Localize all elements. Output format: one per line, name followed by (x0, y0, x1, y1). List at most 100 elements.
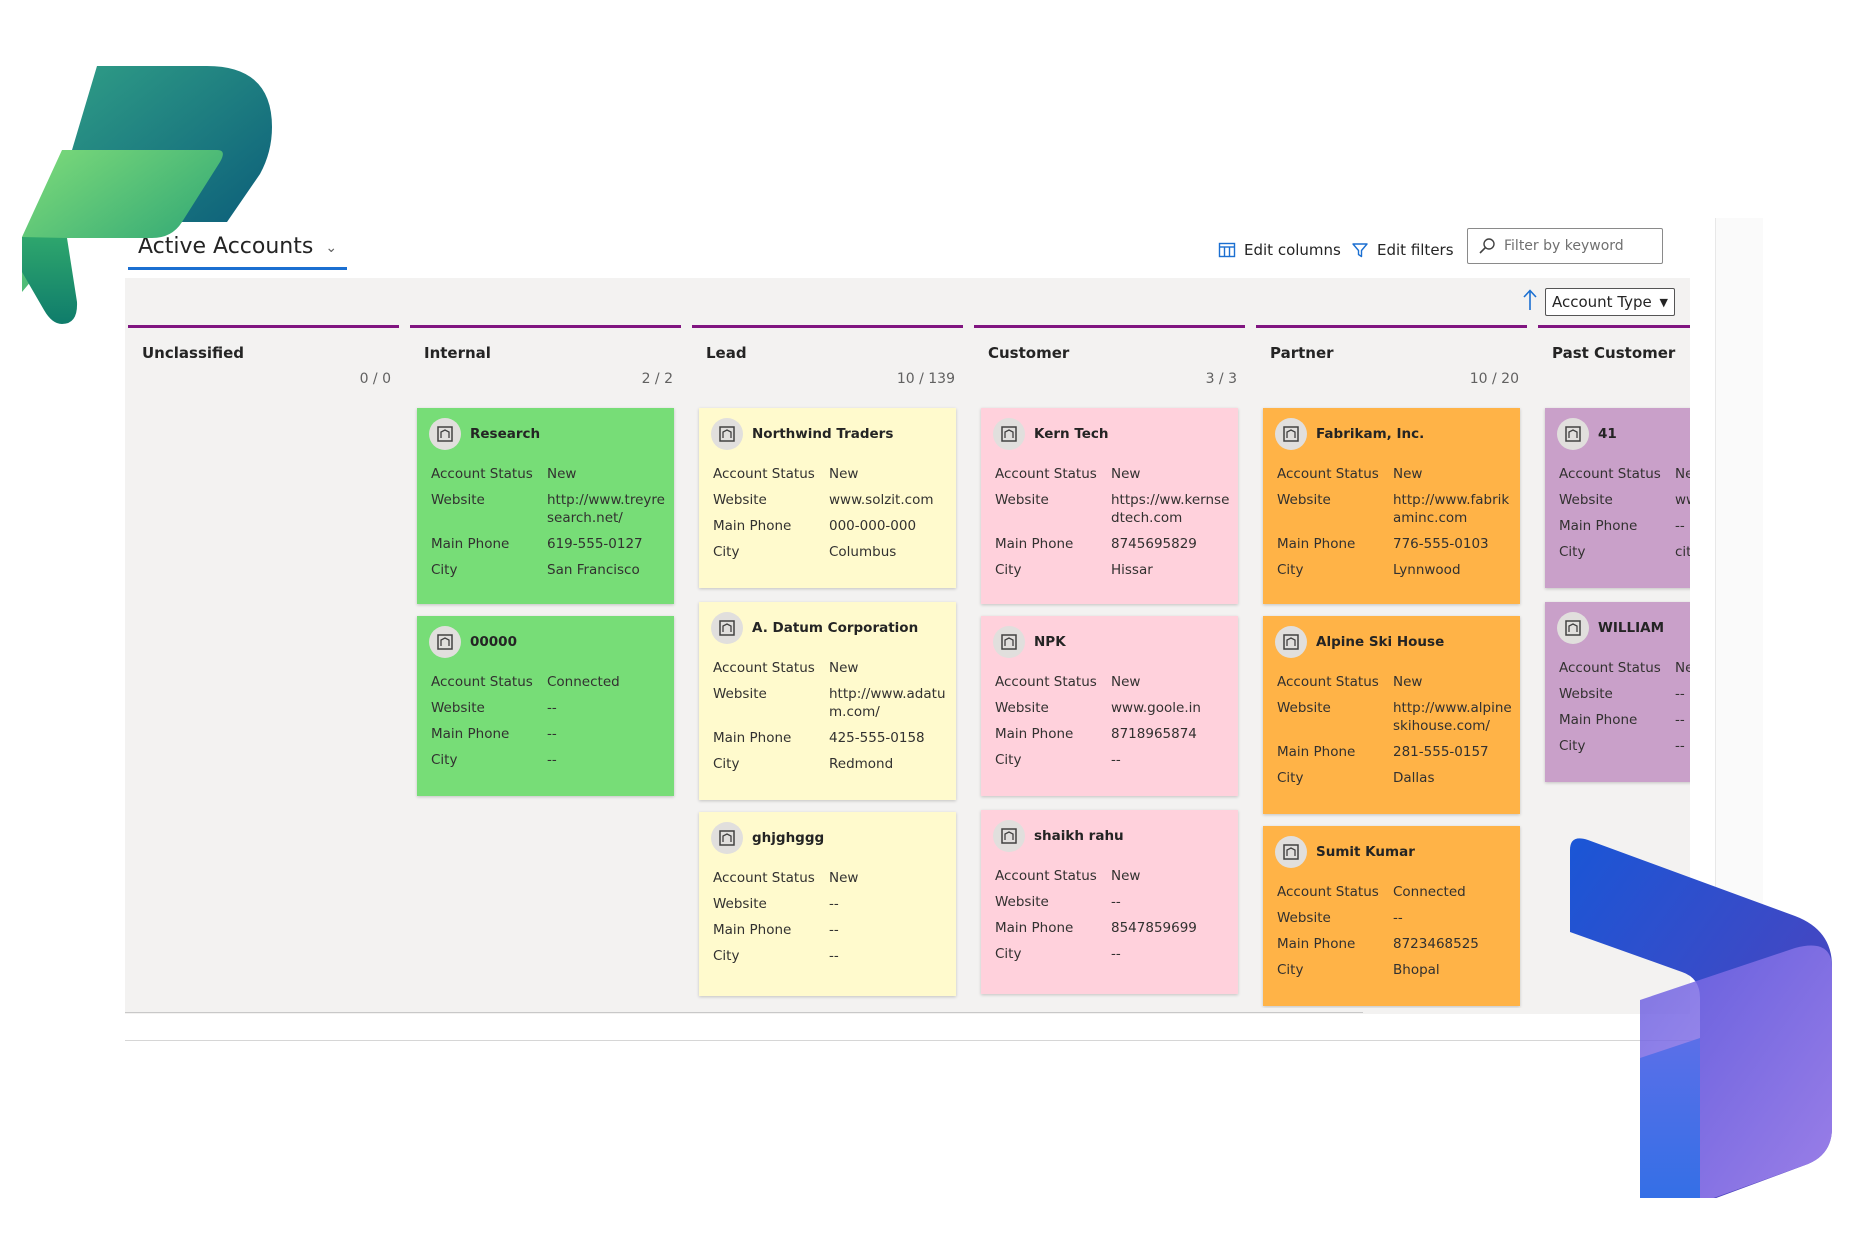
account-card[interactable]: Kern Tech Account Status New Website https:/… (981, 408, 1238, 604)
account-card[interactable]: Fabrikam, Inc. Account Status New Website ht… (1263, 408, 1520, 604)
field-label: Account Status (1277, 674, 1379, 690)
account-icon (1557, 612, 1589, 644)
field-website: Website ww (1559, 491, 1690, 509)
field-website: Website -- (1559, 685, 1690, 703)
field-label: City (713, 756, 740, 772)
account-name[interactable]: 41 (1598, 426, 1617, 442)
field-website: Website http://www.treyresearch.net/ (431, 491, 666, 527)
account-card[interactable]: 41 Account Status Ne Website ww Main Phone -- C… (1545, 408, 1690, 588)
field-value: 425-555-0158 (829, 730, 925, 746)
account-card[interactable]: 00000 Account Status Connected Website -- Mai… (417, 616, 674, 796)
account-icon (711, 418, 743, 450)
account-icon (1275, 626, 1307, 658)
card-fields: Account Status New Website http://www.alpin… (1277, 673, 1512, 795)
card-fields: Account Status Connected Website -- Main Pho… (431, 673, 666, 777)
account-card[interactable]: Alpine Ski House Account Status New Website… (1263, 616, 1520, 814)
field-label: Main Phone (995, 536, 1074, 552)
field-value: https://ww.kernsedtech.com (1111, 492, 1230, 526)
column-title: Past Customer (1552, 344, 1676, 362)
field-main-phone: Main Phone 619-555-0127 (431, 535, 666, 553)
field-website: Website -- (431, 699, 666, 717)
column-past-customer: Past Customer 41 Account Status Ne Website ww… (1538, 325, 1690, 1008)
field-label: City (1277, 962, 1304, 978)
account-card[interactable]: Sumit Kumar Account Status Connected Websit… (1263, 826, 1520, 1006)
field-value: New (1111, 674, 1141, 690)
card-title-row: Alpine Ski House (1275, 626, 1444, 658)
account-name[interactable]: A. Datum Corporation (752, 620, 919, 636)
account-name[interactable]: Kern Tech (1034, 426, 1109, 442)
chevron-down-icon: ▼ (1659, 295, 1668, 309)
field-label: City (713, 544, 740, 560)
account-name[interactable]: WILLIAM (1598, 620, 1665, 636)
column-count: 0 / 0 (359, 371, 391, 387)
account-name[interactable]: Sumit Kumar (1316, 844, 1415, 860)
sort-ascending-icon[interactable] (1521, 288, 1539, 312)
field-main-phone: Main Phone 776-555-0103 (1277, 535, 1512, 553)
field-main-phone: Main Phone -- (713, 921, 948, 939)
field-label: Main Phone (713, 922, 792, 938)
column-count: 2 / 2 (641, 371, 673, 387)
field-label: Website (1277, 700, 1331, 716)
column-unclassified: Unclassified 0 / 0 (128, 325, 399, 1008)
column-count: 10 / 139 (896, 371, 955, 387)
field-label: City (1277, 562, 1304, 578)
edit-filters-button[interactable]: Edit filters (1351, 232, 1454, 268)
account-card[interactable]: WILLIAM Account Status Ne Website -- Main Pho… (1545, 602, 1690, 782)
account-name[interactable]: shaikh rahu (1034, 828, 1124, 844)
field-value: New (1393, 466, 1423, 482)
field-main-phone: Main Phone 8745695829 (995, 535, 1230, 553)
field-value: -- (1675, 712, 1685, 728)
field-main-phone: Main Phone -- (1559, 517, 1690, 535)
account-name[interactable]: Alpine Ski House (1316, 634, 1445, 650)
field-value: http://www.alpineskihouse.com/ (1393, 700, 1512, 734)
field-label: Main Phone (1277, 536, 1356, 552)
account-card[interactable]: ghjghggg Account Status New Website -- Main P… (699, 812, 956, 996)
search-icon (1479, 238, 1495, 254)
search-input[interactable] (1504, 238, 1644, 254)
account-name[interactable]: NPK (1034, 634, 1066, 650)
field-value: ww (1675, 492, 1690, 508)
card-fields: Account Status Connected Website -- Main Pho… (1277, 883, 1512, 987)
field-label: Website (1277, 492, 1331, 508)
field-value: www.solzit.com (829, 492, 934, 508)
view-selector[interactable]: Active Accounts ⌄ (128, 226, 348, 270)
account-icon (711, 822, 743, 854)
keyword-filter[interactable] (1467, 228, 1663, 264)
account-name[interactable]: ghjghggg (752, 830, 825, 846)
account-card[interactable]: A. Datum Corporation Account Status New Web… (699, 602, 956, 800)
account-icon (429, 626, 461, 658)
field-value: Columbus (829, 544, 897, 560)
account-card[interactable]: shaikh rahu Account Status New Website -- Mai… (981, 810, 1238, 994)
field-account-status: Account Status New (431, 465, 666, 483)
field-city: City -- (431, 751, 666, 769)
field-label: City (1559, 738, 1586, 754)
field-label: Account Status (995, 868, 1097, 884)
account-icon (1275, 418, 1307, 450)
card-title-row: NPK (993, 626, 1066, 658)
account-card[interactable]: Research Account Status New Website http://w… (417, 408, 674, 604)
account-card[interactable]: Northwind Traders Account Status New Websit… (699, 408, 956, 588)
account-name[interactable]: Research (470, 426, 541, 442)
field-value: www.goole.in (1111, 700, 1201, 716)
account-card[interactable]: NPK Account Status New Website www.goole.in M… (981, 616, 1238, 796)
field-main-phone: Main Phone 8723468525 (1277, 935, 1512, 953)
account-name[interactable]: Northwind Traders (752, 426, 894, 442)
field-label: Website (713, 492, 767, 508)
edit-columns-button[interactable]: Edit columns (1218, 232, 1341, 268)
account-icon (429, 418, 461, 450)
account-name[interactable]: 00000 (470, 634, 517, 650)
field-website: Website http://www.fabrikaminc.com (1277, 491, 1512, 527)
field-value: Connected (547, 674, 620, 690)
card-fields: Account Status New Website www.goole.in Main… (995, 673, 1230, 777)
field-label: Website (995, 700, 1049, 716)
account-name[interactable]: Fabrikam, Inc. (1316, 426, 1425, 442)
field-label: Main Phone (713, 518, 792, 534)
column-title: Unclassified (142, 344, 245, 362)
field-label: Website (431, 700, 485, 716)
field-value: Redmond (829, 756, 894, 772)
field-label: Website (1277, 910, 1331, 926)
field-main-phone: Main Phone 8547859699 (995, 919, 1230, 937)
sort-field-select[interactable]: Account Type ▼ (1545, 288, 1675, 316)
field-label: Website (713, 686, 767, 702)
horizontal-scrollbar[interactable] (125, 1012, 1363, 1018)
